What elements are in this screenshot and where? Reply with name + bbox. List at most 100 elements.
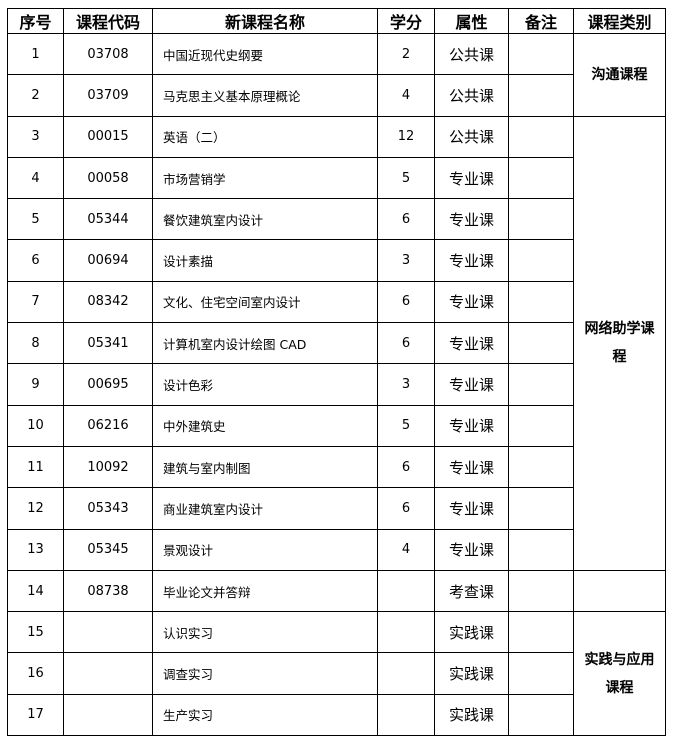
cell-code: 08342 (63, 280, 153, 324)
cell-note (508, 239, 574, 282)
cell-name: 市场营销学 (152, 156, 378, 200)
header-name: 新课程名称 (152, 8, 378, 34)
cell-no: 16 (7, 652, 64, 695)
header-note: 备注 (508, 8, 574, 34)
table-row: 2 03709 马克思主义基本原理概论 4 公共课 (7, 74, 666, 117)
cell-note (508, 404, 574, 447)
cell-code: 00058 (63, 156, 153, 200)
table-row: 11 10092 建筑与室内制图 6 专业课 (7, 445, 666, 489)
cell-name: 中国近现代史纲要 (152, 32, 378, 76)
cell-no: 9 (7, 363, 64, 406)
cell-attr: 专业课 (434, 363, 509, 406)
cell-credit (377, 693, 435, 737)
cell-credit (377, 569, 435, 613)
header-no: 序号 (7, 8, 64, 34)
cell-category: 沟通课程 (573, 33, 666, 117)
cell-name: 餐饮建筑室内设计 (152, 198, 378, 241)
cell-code: 00694 (63, 239, 153, 282)
cell-note (508, 528, 574, 571)
cell-credit: 4 (377, 74, 435, 117)
cell-attr: 专业课 (434, 528, 509, 571)
header-attr: 属性 (434, 8, 509, 34)
cell-name: 设计色彩 (152, 363, 378, 406)
table-row: 10 06216 中外建筑史 5 专业课 (7, 404, 666, 447)
table-row: 5 05344 餐饮建筑室内设计 6 专业课 (7, 198, 666, 241)
cell-category (573, 569, 666, 613)
cell-credit: 5 (377, 404, 435, 447)
cell-attr: 专业课 (434, 280, 509, 324)
header-code: 课程代码 (63, 8, 153, 34)
cell-note (508, 611, 574, 654)
cell-code: 00015 (63, 115, 153, 158)
cell-name: 景观设计 (152, 528, 378, 571)
cell-note (508, 115, 574, 158)
table-row: 1 03708 中国近现代史纲要 2 公共课 沟通课程 (7, 32, 666, 117)
cell-code (63, 611, 153, 654)
cell-note (508, 74, 574, 117)
cell-attr: 专业课 (434, 198, 509, 241)
cell-code: 00695 (63, 363, 153, 406)
table-row: 17 生产实习 实践课 (7, 693, 666, 737)
cell-attr: 公共课 (434, 74, 509, 117)
header-row: 序号 课程代码 新课程名称 学分 属性 备注 课程类别 (7, 8, 666, 34)
cell-code: 08738 (63, 569, 153, 613)
cell-attr: 专业课 (434, 445, 509, 489)
cell-code: 06216 (63, 404, 153, 447)
cell-credit: 6 (377, 487, 435, 530)
cell-code: 03709 (63, 74, 153, 117)
cell-note (508, 445, 574, 489)
cell-note (508, 652, 574, 695)
cell-name: 生产实习 (152, 693, 378, 737)
cell-name: 中外建筑史 (152, 404, 378, 447)
cell-credit: 12 (377, 115, 435, 158)
cell-name: 计算机室内设计绘图 CAD (152, 322, 378, 365)
cell-name: 商业建筑室内设计 (152, 487, 378, 530)
header-credit: 学分 (377, 8, 435, 34)
cell-no: 15 (7, 611, 64, 654)
cell-note (508, 322, 574, 365)
cell-no: 5 (7, 198, 64, 241)
cell-name: 马克思主义基本原理概论 (152, 74, 378, 117)
cell-no: 4 (7, 156, 64, 200)
cell-credit (377, 611, 435, 654)
cell-name: 认识实习 (152, 611, 378, 654)
cell-attr: 专业课 (434, 487, 509, 530)
cell-note (508, 693, 574, 737)
cell-no: 6 (7, 239, 64, 282)
cell-credit: 3 (377, 239, 435, 282)
cell-no: 14 (7, 569, 64, 613)
cell-credit: 6 (377, 445, 435, 489)
cell-no: 12 (7, 487, 64, 530)
cell-note (508, 363, 574, 406)
table-row: 9 00695 设计色彩 3 专业课 (7, 363, 666, 406)
course-table: 序号 课程代码 新课程名称 学分 属性 备注 课程类别 1 03708 中国近现代史… (7, 8, 666, 737)
table-row: 3 00015 英语（二） 12 公共课 网络助学课程 (7, 115, 666, 571)
cell-no: 2 (7, 74, 64, 117)
cell-no: 10 (7, 404, 64, 447)
cell-credit: 6 (377, 280, 435, 324)
table-row: 6 00694 设计素描 3 专业课 (7, 239, 666, 282)
cell-name: 毕业论文并答辩 (152, 569, 378, 613)
cell-no: 7 (7, 280, 64, 324)
cell-name: 设计素描 (152, 239, 378, 282)
cell-category: 网络助学课程 (573, 115, 666, 571)
cell-note (508, 156, 574, 200)
cell-note (508, 280, 574, 324)
table-row: 14 08738 毕业论文并答辩 考查课 (7, 569, 666, 613)
cell-note (508, 198, 574, 241)
cell-code: 05343 (63, 487, 153, 530)
table-row: 4 00058 市场营销学 5 专业课 (7, 156, 666, 200)
cell-attr: 考查课 (434, 569, 509, 613)
cell-name: 建筑与室内制图 (152, 445, 378, 489)
cell-attr: 专业课 (434, 239, 509, 282)
cell-no: 3 (7, 115, 64, 158)
cell-attr: 专业课 (434, 156, 509, 200)
table-row: 7 08342 文化、住宅空间室内设计 6 专业课 (7, 280, 666, 324)
cell-name: 文化、住宅空间室内设计 (152, 280, 378, 324)
cell-credit: 4 (377, 528, 435, 571)
cell-code (63, 652, 153, 695)
cell-code: 05344 (63, 198, 153, 241)
cell-code: 05345 (63, 528, 153, 571)
cell-attr: 公共课 (434, 32, 509, 76)
cell-name: 英语（二） (152, 115, 378, 158)
